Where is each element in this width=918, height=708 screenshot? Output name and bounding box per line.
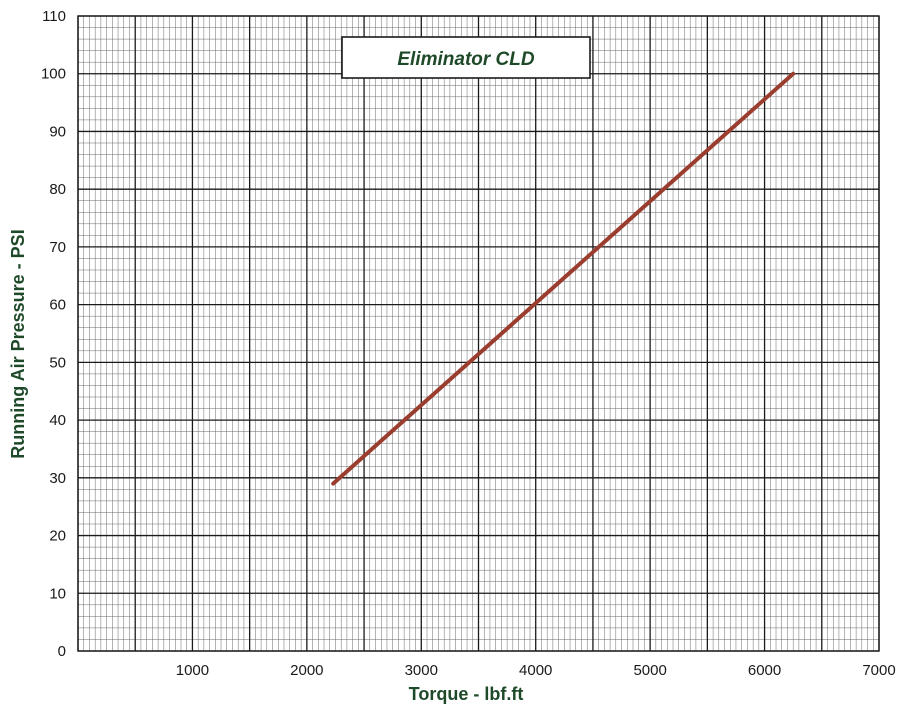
x-tick-labels: 1000 2000 3000 4000 5000 6000 7000	[176, 662, 896, 679]
y-axis-title: Running Air Pressure - PSI	[8, 229, 28, 458]
x-tick-label: 3000	[405, 662, 438, 679]
series-line	[331, 71, 796, 486]
x-axis-title: Torque - lbf.ft	[409, 684, 524, 704]
y-tick-label: 90	[49, 123, 66, 140]
series-layer	[331, 71, 796, 486]
x-tick-label: 7000	[862, 662, 895, 679]
y-tick-labels: 0 10 20 30 40 50 60 70 80 90 100 110	[41, 8, 66, 660]
y-tick-label: 30	[49, 470, 66, 487]
y-tick-label: 0	[58, 643, 66, 660]
chart-title-box: Eliminator CLD	[341, 36, 591, 79]
x-tick-label: 6000	[748, 662, 781, 679]
y-tick-label: 40	[49, 412, 66, 429]
chart-title: Eliminator CLD	[397, 49, 535, 70]
plot-frame	[77, 15, 880, 652]
y-tick-label: 50	[49, 354, 66, 371]
y-tick-label: 20	[49, 528, 66, 545]
y-tick-label: 10	[49, 585, 66, 602]
x-tick-label: 4000	[519, 662, 552, 679]
x-tick-label: 1000	[176, 662, 209, 679]
y-tick-label: 60	[49, 297, 66, 314]
y-tick-label: 70	[49, 239, 66, 256]
y-tick-label: 80	[49, 181, 66, 198]
y-tick-label: 110	[42, 8, 66, 25]
x-tick-label: 5000	[633, 662, 666, 679]
y-tick-label: 100	[41, 66, 66, 83]
x-tick-label: 2000	[290, 662, 323, 679]
chart-title-frame	[341, 36, 591, 79]
